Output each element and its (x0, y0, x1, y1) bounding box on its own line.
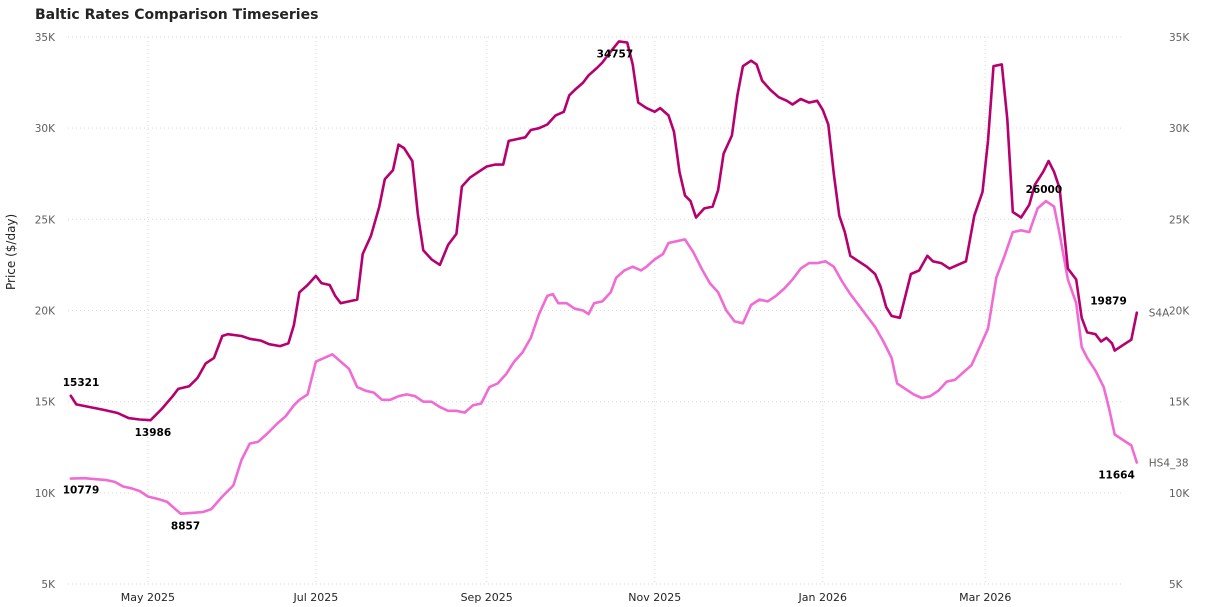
x-tick-label: Jan 2026 (798, 591, 847, 604)
series-name-label: S4A (1149, 308, 1170, 320)
data-label: 15321 (63, 377, 100, 389)
y-tick-label-right: 20K (1169, 306, 1190, 318)
y-tick-label-left: 25K (35, 214, 56, 226)
x-tick-label: Jul 2025 (293, 591, 339, 604)
series-name-label: HS4_38 (1149, 457, 1189, 469)
chart-title: Baltic Rates Comparison Timeseries (35, 7, 319, 23)
data-label: 19879 (1090, 296, 1127, 308)
y-tick-label-right: 5K (1169, 579, 1184, 591)
y-tick-label-left: 35K (35, 32, 56, 44)
data-label: 26000 (1026, 184, 1063, 196)
series-line-s4a (69, 40, 1139, 422)
data-label: 8857 (171, 521, 200, 533)
data-label: 10779 (63, 485, 100, 497)
y-tick-label-right: 25K (1169, 214, 1190, 226)
data-label: 11664 (1098, 469, 1135, 481)
y-tick-label-right: 30K (1169, 123, 1190, 135)
y-tick-label-left: 20K (35, 306, 56, 318)
y-tick-label-right: 10K (1169, 488, 1190, 500)
data-label: 34757 (597, 48, 634, 60)
y-tick-label-left: 10K (35, 488, 56, 500)
y-tick-label-left: 5K (41, 579, 56, 591)
y-tick-label-right: 35K (1169, 32, 1190, 44)
x-tick-label: May 2025 (121, 591, 175, 604)
x-tick-label: Mar 2026 (959, 591, 1011, 604)
data-label: 13986 (135, 427, 172, 439)
x-tick-label: Nov 2025 (628, 591, 681, 604)
series-line-hs4_38 (69, 199, 1139, 515)
y-tick-label-left: 30K (35, 123, 56, 135)
y-tick-label-right: 15K (1169, 397, 1190, 409)
x-tick-label: Sep 2025 (461, 591, 513, 604)
y-tick-label-left: 15K (35, 397, 56, 409)
